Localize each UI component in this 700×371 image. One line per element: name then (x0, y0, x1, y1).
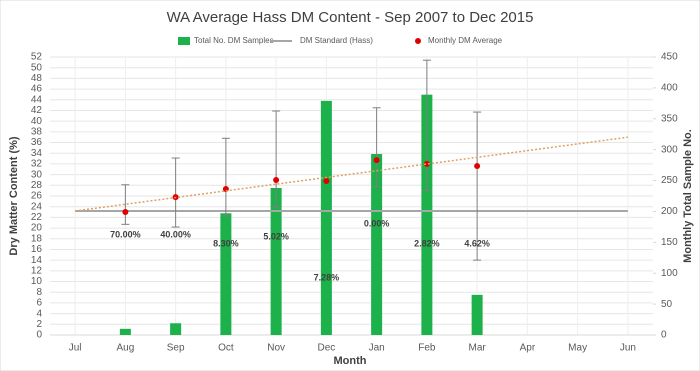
y-tick-label: 6 (36, 298, 42, 309)
y-axis-title: Dry Matter Content (%) (8, 136, 20, 256)
bar (119, 328, 131, 335)
y-tick-label: 14 (31, 255, 43, 266)
y2-tick-label: 50 (661, 299, 673, 310)
percent-label: 40.00% (160, 229, 191, 239)
y2-tick-label: 150 (661, 237, 678, 248)
y-tick-label: 50 (31, 62, 43, 73)
legend-label: DM Standard (Hass) (300, 36, 373, 45)
x-tick-label: Jun (620, 343, 636, 354)
y-tick-label: 16 (31, 244, 43, 255)
y-tick-label: 0 (36, 330, 42, 341)
chart-title: WA Average Hass DM Content - Sep 2007 to… (167, 9, 534, 26)
y-tick-label: 34 (31, 148, 43, 159)
dm-point (323, 178, 330, 185)
percent-label: 7.28% (314, 272, 340, 282)
y-tick-label: 26 (31, 191, 43, 202)
y-tick-label: 20 (31, 223, 43, 234)
bar (421, 94, 433, 335)
y2-tick-label: 100 (661, 268, 678, 279)
y2-tick-label: 0 (661, 330, 667, 341)
dm-point (273, 176, 280, 183)
bar (371, 153, 383, 335)
percent-label: 8.30% (213, 238, 239, 248)
x-axis-title: Month (334, 355, 367, 367)
y2-tick-label: 350 (661, 113, 678, 124)
legend-label: Monthly DM Average (428, 36, 503, 45)
x-tick-label: Oct (218, 343, 234, 354)
percent-label: 2.82% (414, 238, 440, 248)
x-tick-label: Feb (418, 343, 436, 354)
y2-tick-label: 250 (661, 175, 678, 186)
x-tick-label: Dec (317, 343, 335, 354)
x-tick-label: May (568, 343, 587, 354)
y-tick-label: 22 (31, 212, 43, 223)
y-tick-label: 18 (31, 233, 43, 244)
y-tick-label: 24 (31, 201, 43, 212)
x-tick-label: Nov (267, 343, 285, 354)
y2-tick-label: 200 (661, 206, 678, 217)
y-tick-label: 32 (31, 159, 43, 170)
y2-axis-title: Monthly Total Sample No. (682, 129, 694, 263)
percent-label: 0.00% (364, 218, 390, 228)
legend-swatch (415, 38, 421, 44)
dm-point (423, 160, 430, 167)
y-tick-label: 2 (36, 319, 42, 330)
x-tick-label: Apr (520, 343, 536, 354)
legend-swatch (178, 37, 190, 45)
x-tick-label: Jul (69, 343, 82, 354)
x-tick-label: Aug (116, 343, 134, 354)
percent-label: 4.62% (464, 238, 490, 248)
y-tick-label: 30 (31, 169, 43, 180)
y-tick-label: 46 (31, 84, 43, 95)
y-tick-label: 40 (31, 116, 43, 127)
y-tick-label: 44 (31, 94, 43, 105)
dm-point (474, 163, 481, 170)
x-tick-label: Jan (369, 343, 385, 354)
percent-label: 70.00% (110, 229, 141, 239)
bar (320, 100, 332, 336)
x-tick-label: Mar (469, 343, 487, 354)
y-tick-label: 28 (31, 180, 43, 191)
y2-tick-label: 400 (661, 83, 678, 94)
percent-label: 5.02% (263, 231, 289, 241)
dm-point (122, 209, 129, 216)
y-tick-label: 36 (31, 137, 43, 148)
dm-point (373, 157, 380, 164)
y-tick-label: 42 (31, 105, 43, 116)
legend-label: Total No. DM Samples (194, 36, 274, 45)
x-tick-label: Sep (167, 343, 185, 354)
y-tick-label: 38 (31, 126, 43, 137)
y-tick-label: 8 (36, 287, 42, 298)
y-tick-label: 4 (36, 308, 42, 319)
y-tick-label: 12 (31, 265, 43, 276)
y-tick-label: 10 (31, 276, 43, 287)
bar (170, 323, 182, 335)
y2-tick-label: 300 (661, 144, 678, 155)
y-tick-label: 48 (31, 73, 43, 84)
bar (471, 294, 483, 335)
bar (220, 213, 232, 335)
y2-tick-label: 450 (661, 52, 678, 63)
trendline (75, 136, 628, 212)
bar (270, 187, 282, 335)
y-tick-label: 52 (31, 52, 43, 63)
